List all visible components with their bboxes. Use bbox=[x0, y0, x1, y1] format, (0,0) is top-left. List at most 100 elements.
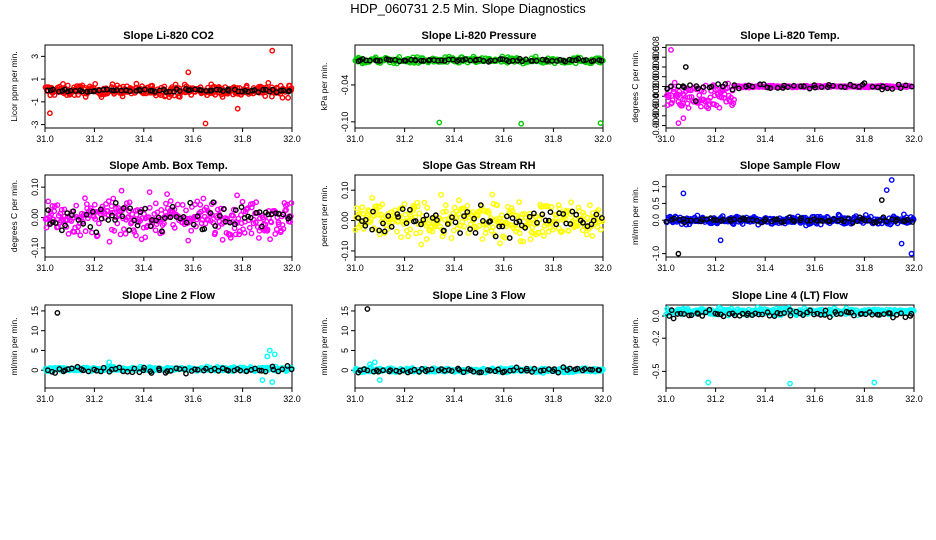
y-tick-label: -0.10 bbox=[340, 241, 350, 262]
data-point bbox=[125, 214, 132, 220]
data-point bbox=[146, 204, 153, 211]
data-point bbox=[176, 93, 183, 100]
data-point bbox=[461, 223, 468, 230]
data-point bbox=[271, 351, 278, 358]
data-point bbox=[550, 226, 556, 233]
data-point bbox=[152, 227, 159, 234]
data-point bbox=[551, 366, 558, 373]
data-point bbox=[52, 370, 58, 376]
y-axis-label: kPa per min. bbox=[319, 63, 329, 111]
data-point bbox=[520, 238, 526, 245]
x-tick-label: 31.2 bbox=[86, 134, 104, 144]
data-point bbox=[225, 367, 232, 374]
data-point bbox=[197, 84, 204, 91]
data-point bbox=[366, 361, 373, 368]
data-point bbox=[584, 231, 590, 238]
data-point bbox=[283, 207, 289, 213]
data-point bbox=[126, 199, 133, 206]
data-point bbox=[127, 88, 134, 95]
data-point bbox=[675, 250, 682, 257]
y-axis-label: ml/min per min. bbox=[9, 317, 19, 375]
data-point bbox=[74, 363, 81, 370]
data-point bbox=[284, 362, 291, 369]
data-point bbox=[902, 314, 909, 321]
data-point bbox=[560, 364, 567, 371]
y-axis-label: ml/min per min. bbox=[319, 317, 329, 375]
data-point bbox=[288, 366, 295, 373]
data-point bbox=[359, 210, 366, 217]
data-point bbox=[445, 367, 452, 373]
data-point bbox=[355, 215, 362, 221]
data-point bbox=[216, 212, 223, 219]
data-point bbox=[64, 88, 71, 95]
data-point bbox=[239, 198, 246, 205]
data-point bbox=[580, 219, 586, 226]
data-point bbox=[96, 220, 102, 227]
x-tick-label: 31.6 bbox=[495, 134, 513, 144]
data-point bbox=[264, 226, 271, 233]
data-point bbox=[869, 83, 876, 90]
data-point bbox=[100, 86, 107, 93]
data-point bbox=[197, 201, 204, 208]
data-point bbox=[105, 198, 112, 205]
data-point bbox=[890, 314, 896, 321]
data-point bbox=[202, 220, 209, 227]
data-point bbox=[258, 223, 265, 230]
data-point bbox=[540, 367, 547, 374]
data-point bbox=[671, 215, 677, 222]
data-point bbox=[483, 225, 490, 232]
data-point bbox=[93, 229, 100, 236]
data-point bbox=[470, 368, 477, 375]
x-tick-label: 32.0 bbox=[594, 134, 612, 144]
data-point bbox=[357, 57, 363, 64]
data-point bbox=[702, 309, 709, 316]
data-point bbox=[598, 57, 605, 64]
data-point bbox=[171, 224, 178, 231]
data-point bbox=[557, 57, 563, 63]
y-axis-label: ml/min per min. bbox=[630, 187, 640, 245]
data-point bbox=[256, 209, 263, 216]
data-point bbox=[154, 209, 161, 216]
data-point bbox=[64, 82, 71, 89]
data-point bbox=[718, 94, 725, 101]
data-point bbox=[75, 217, 82, 223]
y-tick-label: 0.0 bbox=[651, 214, 661, 227]
data-point bbox=[56, 88, 62, 95]
data-point bbox=[54, 309, 61, 316]
data-point bbox=[238, 204, 245, 211]
data-point bbox=[246, 224, 253, 231]
y-tick-label: 0.5 bbox=[651, 197, 661, 210]
data-point bbox=[707, 94, 714, 101]
data-point bbox=[198, 87, 205, 94]
data-point bbox=[376, 377, 383, 383]
data-point bbox=[464, 209, 471, 215]
data-point bbox=[710, 217, 717, 223]
x-tick-label: 32.0 bbox=[283, 263, 301, 273]
data-point bbox=[79, 88, 85, 95]
plot-frame bbox=[665, 304, 915, 389]
data-point bbox=[371, 359, 378, 366]
data-point bbox=[555, 202, 562, 209]
panel-co2: Slope Li-820 CO2 31.0 31.2 31.4 31.6 31.8 32.0… bbox=[9, 30, 301, 144]
y-tick-label: -1.0 bbox=[651, 246, 661, 262]
data-point bbox=[599, 218, 606, 225]
data-point bbox=[401, 201, 408, 208]
data-point bbox=[120, 205, 127, 212]
x-tick-label: 31.8 bbox=[545, 134, 563, 144]
data-point bbox=[270, 366, 277, 373]
data-point bbox=[230, 212, 237, 219]
data-point bbox=[435, 367, 442, 374]
data-point bbox=[70, 208, 77, 215]
data-point bbox=[909, 219, 916, 225]
data-point bbox=[527, 236, 534, 243]
data-point bbox=[448, 235, 455, 242]
data-point bbox=[904, 216, 911, 223]
data-point bbox=[220, 88, 226, 94]
data-point bbox=[115, 212, 122, 219]
data-point bbox=[268, 93, 275, 100]
data-point bbox=[541, 232, 547, 239]
data-point bbox=[539, 211, 546, 218]
data-point bbox=[219, 236, 226, 243]
x-tick-label: 31.6 bbox=[184, 263, 202, 273]
data-point bbox=[845, 215, 852, 222]
